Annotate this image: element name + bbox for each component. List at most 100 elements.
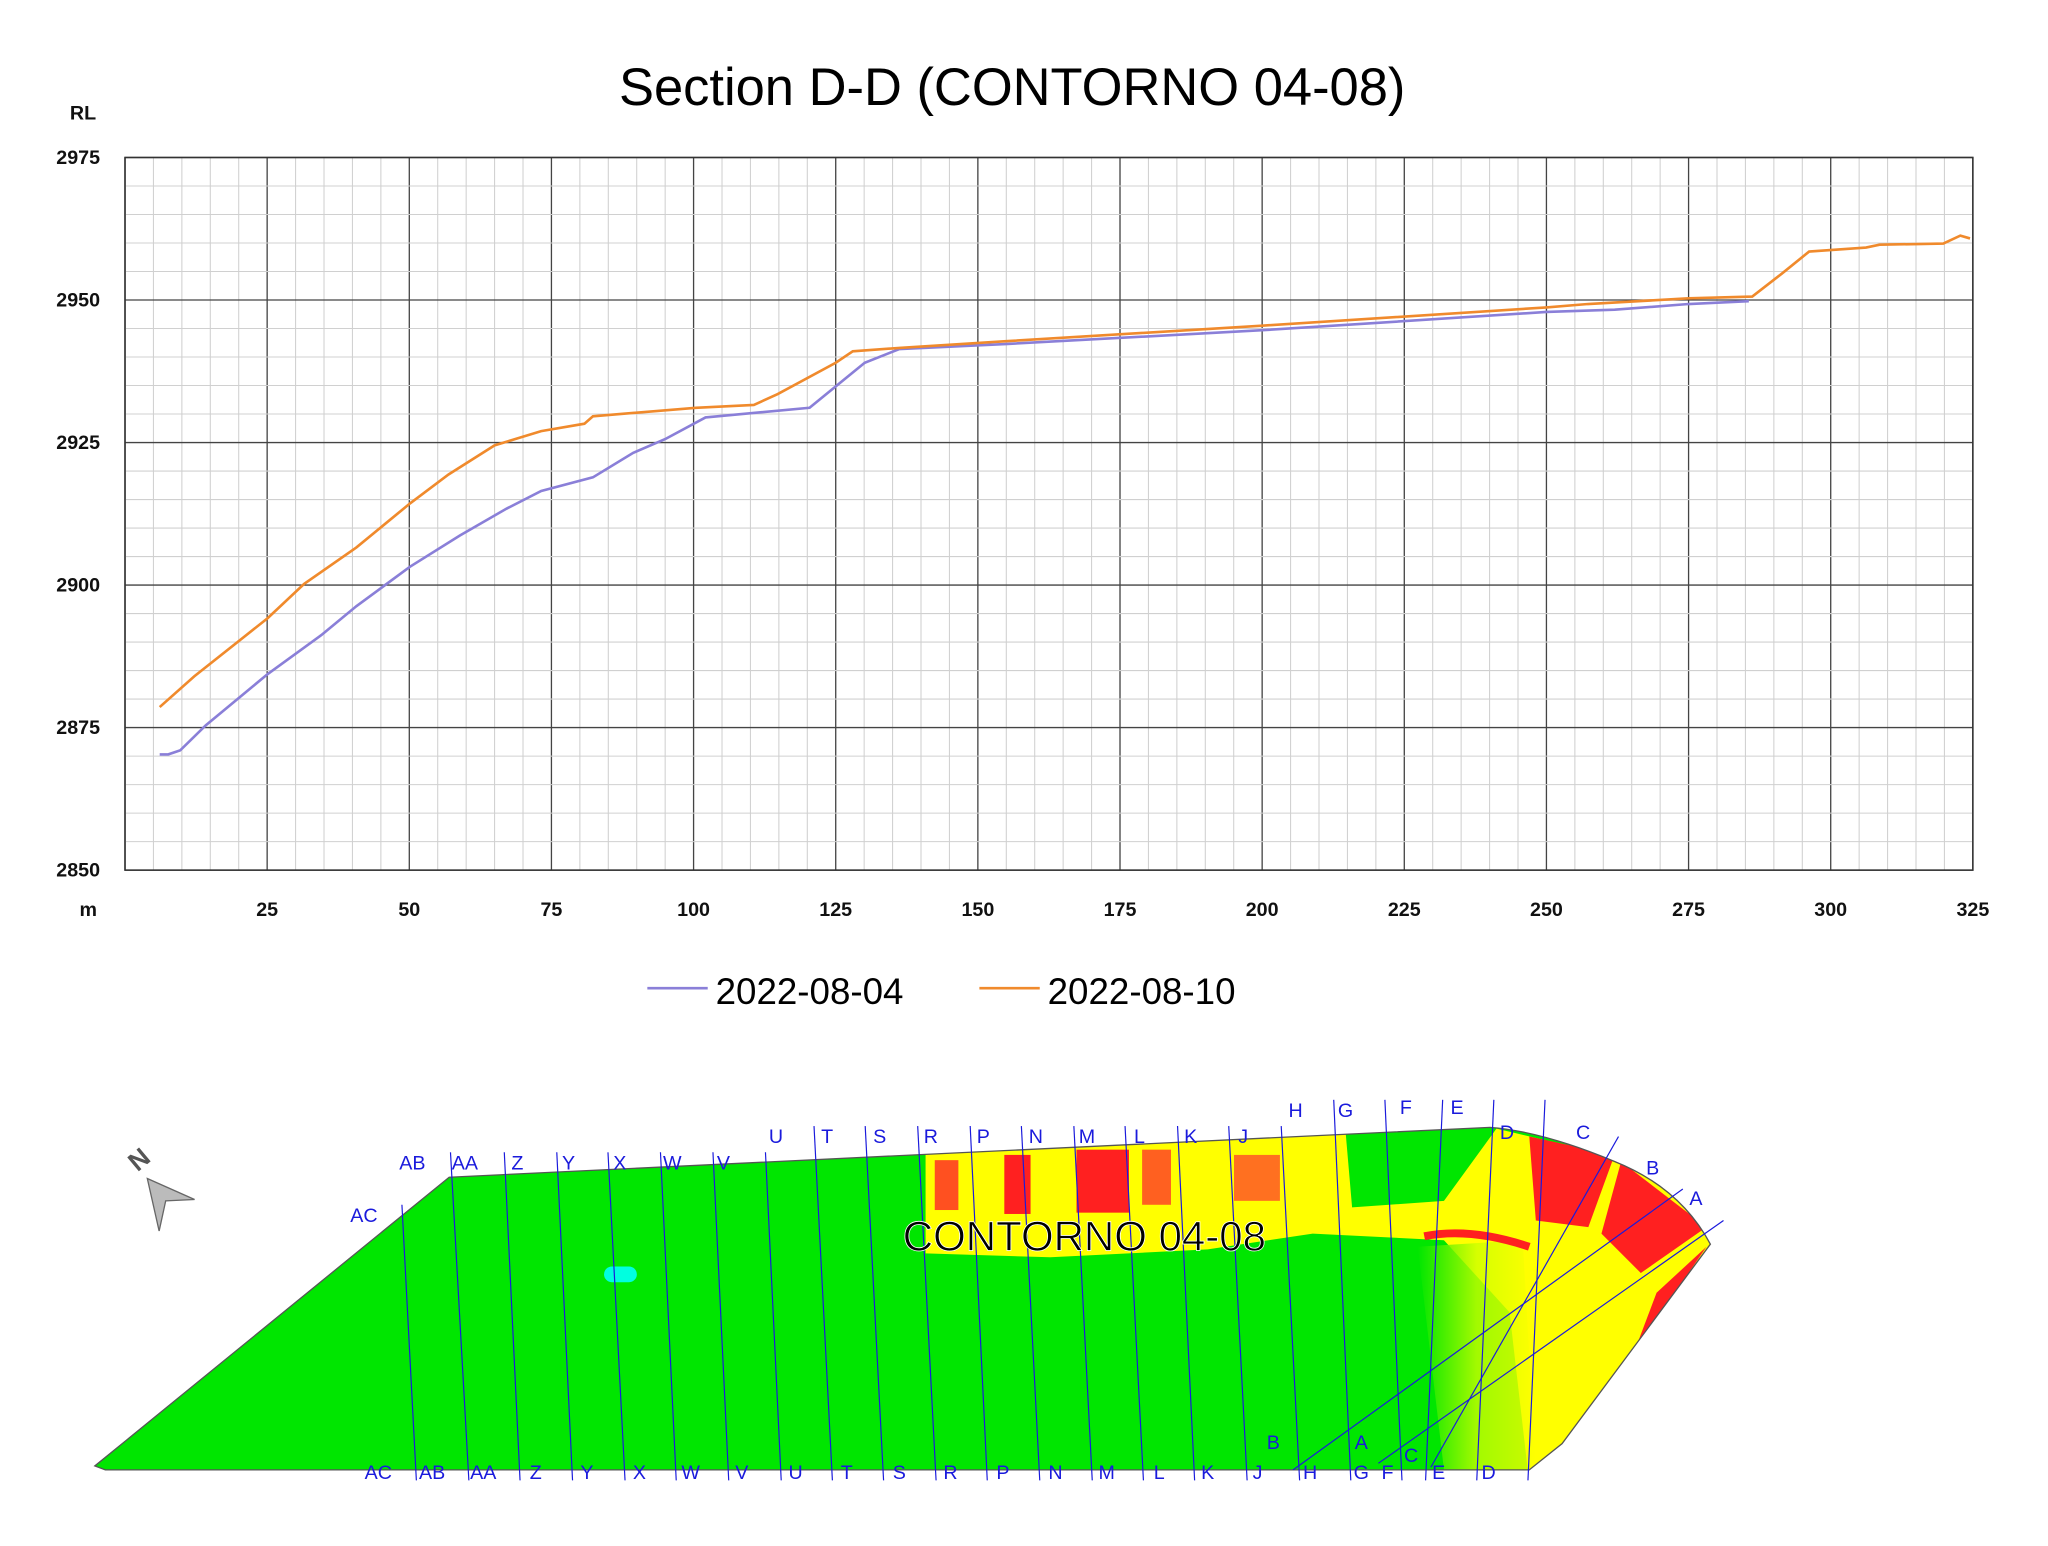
section-label-diagonal: A [1355,1432,1369,1454]
section-line [1425,1099,1444,1481]
section-label-top: Z [511,1152,523,1174]
section-label-bottom: L [1154,1462,1165,1484]
section-label-top: Y [562,1152,575,1174]
y-tick-label: 2900 [56,575,100,597]
x-tick-label: 300 [1814,899,1847,921]
section-line [401,1204,417,1481]
x-tick-label: 75 [540,899,562,921]
section-label-bottom: U [789,1462,803,1484]
section-line [1384,1099,1403,1481]
section-label-top: R [924,1126,938,1148]
section-label-bottom: K [1201,1462,1214,1484]
x-tick-label: 100 [677,899,710,921]
map-red-zone [1601,1161,1707,1274]
map-red-zone [1529,1136,1615,1228]
map-cyan-spot [604,1266,637,1283]
section-line [712,1152,730,1481]
section-line-diagonal [1292,1188,1684,1471]
section-label-top: H [1289,1100,1303,1122]
series-line-2022-08-04 [159,299,1749,756]
x-tick-label: 125 [819,899,852,921]
section-line [659,1152,677,1481]
section-line [1527,1099,1546,1481]
section-line [1333,1099,1352,1481]
section-label-top: J [1238,1126,1248,1148]
chart-grid [124,156,1974,871]
section-label-bottom: AC [365,1462,392,1484]
section-label-top: G [1338,1100,1353,1122]
map-red-zone [1142,1149,1171,1205]
legend-label-2022-08-10: 2022-08-10 [1048,971,1236,1012]
x-tick-label: 150 [961,899,994,921]
section-line [1228,1126,1248,1481]
section-label-top: U [769,1126,783,1148]
plot-frame [124,156,1974,871]
section-label-bottom: Y [580,1462,593,1484]
section-label-top: AC [350,1205,377,1227]
section-line [1176,1126,1196,1481]
x-tick-label: 200 [1246,899,1279,921]
section-label-top: A [1689,1188,1703,1210]
section-label-bottom: H [1303,1462,1317,1484]
series-line-2022-08-10 [158,234,1971,709]
map-title: CONTORNO 04-08 [903,1213,1266,1260]
x-axis-label: m [80,899,97,921]
chart-series [158,234,1971,756]
y-tick-label: 2850 [56,860,100,882]
section-label-top: E [1451,1097,1464,1119]
section-label-top: V [717,1152,731,1174]
section-line-diagonal [1430,1136,1620,1468]
north-arrow: N [122,1142,195,1232]
y-tick-label: 2975 [56,147,100,169]
section-line [556,1152,574,1481]
north-label: N [122,1142,156,1177]
map-red-zone [1233,1154,1280,1201]
y-tick-label: 2925 [56,432,100,454]
section-label-top: M [1079,1126,1095,1148]
section-label-top: AA [452,1152,479,1174]
section-label-bottom: W [681,1462,700,1484]
section-line [1476,1099,1495,1481]
section-line [1073,1126,1093,1481]
north-arrow-icon [146,1177,195,1232]
legend: 2022-08-04 2022-08-10 [647,971,1236,1012]
section-line [607,1152,626,1481]
map-red-zone [1004,1154,1031,1214]
x-tick-label: 225 [1388,899,1421,921]
section-label-top: T [821,1126,833,1148]
section-label-top: P [977,1126,990,1148]
section-label-bottom: M [1098,1462,1114,1484]
x-tick-label: 325 [1956,899,1989,921]
section-label-top: S [873,1126,886,1148]
x-tick-label: 25 [256,899,278,921]
section-label-bottom: R [943,1462,957,1484]
section-label-bottom: F [1382,1462,1394,1484]
section-line [1124,1126,1145,1481]
section-label-top: C [1576,1122,1590,1144]
section-label-top: B [1646,1158,1659,1180]
section-line [1020,1126,1041,1481]
section-label-top: AB [399,1152,425,1174]
section-label-top: D [1500,1122,1514,1144]
section-line-diagonal [1378,1220,1724,1464]
section-label-top: L [1134,1126,1145,1148]
section-label-top: X [613,1152,626,1174]
section-label-top: W [663,1152,682,1174]
section-label-bottom: T [841,1462,853,1484]
map-red-zone [934,1160,959,1211]
section-line [503,1152,521,1481]
section-label-bottom: P [996,1462,1009,1484]
section-label-bottom: AB [419,1462,445,1484]
legend-label-2022-08-04: 2022-08-04 [716,971,904,1012]
section-label-bottom: E [1432,1462,1445,1484]
section-label-bottom: N [1048,1462,1062,1484]
section-label-diagonal: C [1404,1445,1418,1467]
section-label-top: F [1400,1097,1412,1119]
section-label-bottom: J [1253,1462,1263,1484]
y-axis-label: RL [70,102,96,124]
section-label-bottom: Z [530,1462,542,1484]
section-label-diagonal: B [1267,1432,1280,1454]
x-tick-label: 50 [398,899,420,921]
